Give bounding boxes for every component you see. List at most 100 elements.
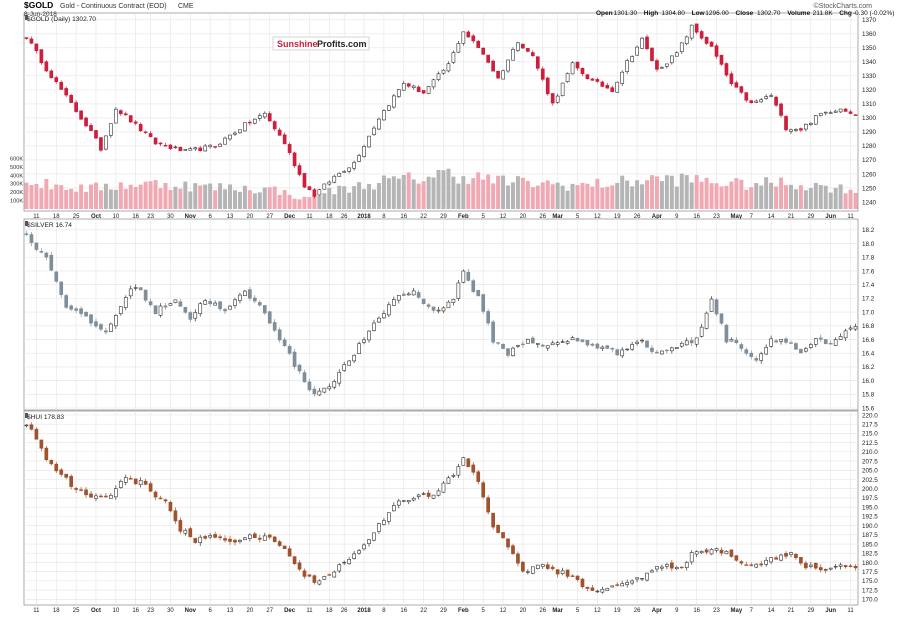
- x-tick-label: 16: [693, 214, 700, 220]
- hui-candle: [347, 556, 351, 565]
- x-tick-label: 10: [112, 608, 119, 614]
- hui-candle: [287, 545, 292, 557]
- ohlc-value: -0.30 (-0.02%): [853, 10, 895, 17]
- volume-bar: [232, 190, 237, 209]
- gold-candle: [153, 137, 158, 145]
- volume-bar: [669, 175, 674, 209]
- silver-candle: [377, 316, 381, 323]
- volume-bar: [848, 189, 853, 209]
- silver-candle: [714, 298, 719, 317]
- gold-candle: [784, 114, 788, 132]
- gold-candle: [297, 163, 302, 177]
- gold-candle: [352, 160, 356, 171]
- volume-bar: [342, 186, 347, 209]
- x-tick-label: 25: [73, 608, 80, 614]
- volume-bar: [357, 182, 362, 209]
- silver-candle: [670, 346, 674, 354]
- hui-candle: [357, 548, 361, 555]
- x-tick-label: 25: [73, 214, 80, 220]
- hui-candle: [794, 553, 798, 560]
- gold-y-tick-label: 1300: [862, 115, 877, 122]
- x-tick-label: 11: [847, 214, 854, 220]
- volume-bar: [247, 190, 252, 209]
- hui-candle: [223, 535, 227, 543]
- gold-candle: [734, 80, 739, 88]
- gold-candle: [94, 129, 98, 139]
- x-tick-label: 29: [440, 608, 447, 614]
- gold-plot-frame: [23, 12, 859, 212]
- gold-candle: [421, 90, 426, 95]
- volume-bar: [277, 194, 282, 209]
- chart-description: Gold - Continuous Contract (EOD): [60, 3, 167, 10]
- x-tick-label: 23: [713, 608, 720, 614]
- silver-candle: [24, 230, 29, 237]
- hui-candle: [277, 539, 282, 547]
- silver-candle: [357, 341, 361, 355]
- hui-candle: [69, 474, 73, 490]
- volume-bar: [208, 183, 213, 209]
- hui-candle: [203, 534, 208, 540]
- gold-y-tick-label: 1320: [862, 87, 877, 94]
- silver-candle: [426, 303, 431, 310]
- volume-bar: [555, 182, 560, 209]
- volume-bar: [381, 175, 386, 209]
- ohlc-readout: Open 1301.30 High 1304.80 Low 1296.00 Close 130…: [596, 10, 895, 17]
- hui-y-tick-label: 185.0: [862, 541, 878, 548]
- x-tick-label: 21: [788, 608, 795, 614]
- gold-candle: [655, 58, 659, 72]
- gold-y-tick-label: 1330: [862, 73, 877, 80]
- silver-candle: [148, 298, 153, 307]
- volume-bar: [267, 187, 272, 209]
- hui-candle: [178, 517, 183, 534]
- gold-candle: [774, 95, 778, 108]
- gold-candle: [590, 78, 595, 81]
- silver-candle: [267, 310, 272, 324]
- gold-candle: [635, 45, 639, 56]
- volume-bar: [838, 184, 843, 209]
- hui-candle: [193, 537, 198, 544]
- volume-bar: [183, 181, 188, 209]
- silver-candle: [486, 308, 490, 326]
- hui-candle: [625, 579, 629, 588]
- volume-bar: [138, 184, 143, 209]
- volume-bar: [813, 182, 818, 209]
- volume-bar: [103, 183, 108, 209]
- gold-candle: [625, 58, 629, 74]
- silver-candle: [223, 307, 227, 314]
- x-tick-label: 13: [227, 608, 234, 614]
- gold-candle: [789, 128, 793, 134]
- volume-bar: [436, 169, 441, 209]
- hui-candle: [724, 550, 729, 555]
- gold-candle: [540, 66, 545, 82]
- gold-y-tick-label: 1340: [862, 59, 877, 66]
- volume-bar: [600, 187, 605, 209]
- gold-candle: [114, 107, 118, 124]
- silver-candle: [253, 295, 257, 304]
- hui-candle: [416, 493, 421, 500]
- hui-candle: [372, 532, 376, 542]
- volume-bar: [496, 175, 501, 209]
- volume-bar: [44, 178, 49, 209]
- x-tick-label: 11: [33, 608, 40, 614]
- hui-candle: [739, 560, 744, 566]
- silver-candle: [491, 319, 495, 345]
- gold-y-tick-label: 1260: [862, 171, 877, 178]
- gold-candle: [560, 82, 565, 97]
- gold-candle: [555, 93, 560, 104]
- silver-candle: [109, 322, 113, 332]
- x-tick-label: 27: [266, 608, 273, 614]
- gold-candle: [322, 183, 327, 190]
- silver-candle: [94, 318, 98, 329]
- volume-bar: [198, 185, 203, 209]
- gold-candle: [431, 78, 436, 90]
- volume-bar: [362, 189, 367, 209]
- silver-panel: 15.6 15.8 16.0 16.2 16.4 16.6 16.8 17.0 17.2 17.4…: [23, 218, 875, 412]
- gold-label-marker: [25, 15, 28, 20]
- gold-y-tick-label: 1310: [862, 101, 877, 108]
- hui-candle: [138, 477, 143, 488]
- hui-candle: [238, 539, 242, 544]
- silver-candle: [411, 287, 416, 296]
- volume-bar: [118, 182, 123, 209]
- silver-candle: [133, 284, 138, 291]
- silver-candle: [699, 323, 704, 338]
